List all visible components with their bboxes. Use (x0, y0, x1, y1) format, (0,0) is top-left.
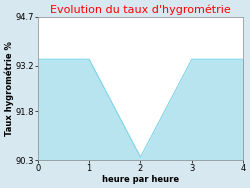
Y-axis label: Taux hygrométrie %: Taux hygrométrie % (4, 41, 14, 136)
X-axis label: heure par heure: heure par heure (102, 175, 179, 184)
Title: Evolution du taux d'hygrométrie: Evolution du taux d'hygrométrie (50, 4, 231, 15)
